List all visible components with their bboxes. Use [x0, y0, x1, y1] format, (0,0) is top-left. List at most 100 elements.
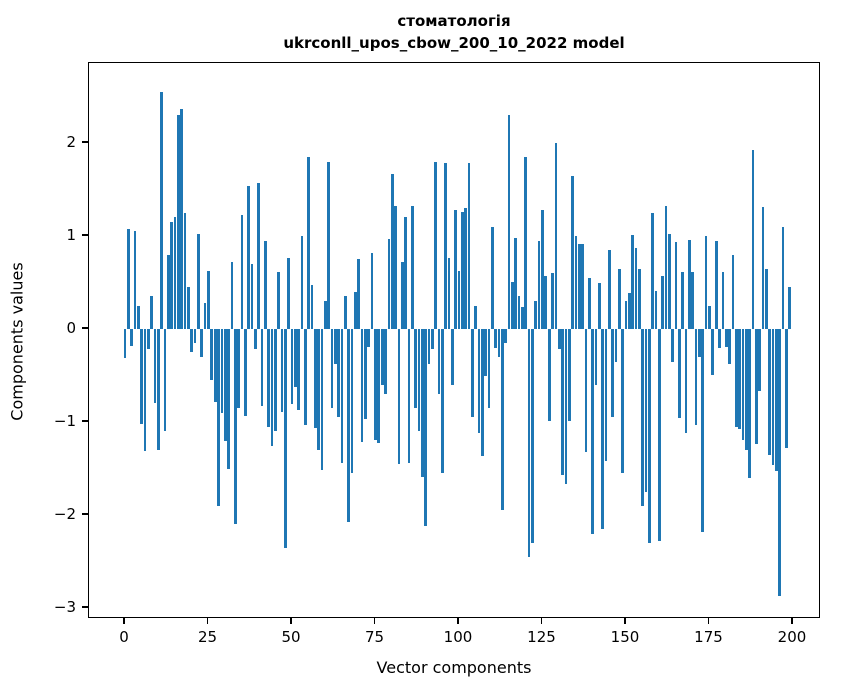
x-tick-label: 200	[777, 628, 807, 646]
bar	[491, 226, 494, 329]
bar	[337, 329, 341, 418]
bar	[574, 236, 578, 329]
x-tick-mark	[791, 618, 793, 624]
bar	[394, 206, 397, 329]
title-line-1: стоматологія	[397, 12, 511, 30]
bar	[143, 329, 147, 451]
x-tick-label: 0	[119, 628, 129, 646]
bar	[601, 329, 604, 529]
bar	[237, 329, 240, 409]
bar	[464, 208, 468, 329]
bar	[210, 329, 214, 381]
bar	[350, 329, 354, 474]
bar	[724, 329, 728, 347]
bar	[661, 275, 665, 329]
bar	[784, 329, 788, 449]
bar	[561, 329, 564, 475]
bar	[297, 329, 301, 410]
bar	[123, 329, 127, 358]
y-tick-mark	[82, 234, 88, 236]
bar	[427, 329, 431, 365]
bar	[340, 329, 344, 463]
bar	[200, 329, 204, 357]
bar	[554, 143, 558, 329]
bar	[287, 258, 290, 329]
bar	[167, 254, 170, 329]
bar	[487, 329, 491, 409]
bar	[270, 329, 274, 447]
bar	[277, 272, 280, 329]
bar	[648, 329, 651, 543]
bar	[220, 329, 224, 413]
bar	[624, 301, 628, 329]
bar	[698, 329, 701, 357]
bar	[230, 262, 234, 329]
bar	[547, 329, 551, 422]
bar	[320, 329, 324, 471]
x-tick-mark	[206, 618, 209, 624]
bar	[504, 329, 508, 343]
bar	[781, 226, 785, 329]
bar	[430, 329, 434, 350]
bar	[531, 329, 534, 543]
x-tick-mark	[373, 618, 376, 624]
bar	[354, 291, 357, 329]
y-tick-mark	[82, 420, 88, 422]
y-tick-label: 1	[66, 226, 76, 244]
bar	[283, 329, 287, 548]
bar	[126, 229, 130, 329]
x-tick-label: 100	[443, 628, 473, 646]
bar	[357, 259, 361, 329]
bar	[788, 287, 791, 329]
bar	[694, 329, 698, 425]
bar	[477, 329, 481, 434]
bar	[207, 271, 210, 329]
bar	[521, 306, 524, 329]
bar	[233, 329, 237, 525]
bar	[367, 329, 371, 347]
bar	[370, 252, 374, 329]
bar	[517, 296, 521, 329]
bar	[537, 240, 541, 329]
bar	[658, 329, 661, 542]
bar	[674, 241, 678, 329]
bar	[434, 161, 437, 329]
bar	[424, 329, 427, 527]
bar	[614, 329, 618, 362]
bar	[160, 91, 164, 329]
bar	[404, 217, 407, 329]
bar	[187, 287, 190, 329]
bar	[571, 175, 574, 329]
bar	[324, 301, 327, 329]
bar	[577, 244, 581, 329]
bar	[494, 329, 498, 348]
bar	[310, 285, 314, 329]
bar	[641, 329, 645, 506]
bar	[681, 272, 685, 329]
bar	[501, 329, 504, 511]
bar	[581, 244, 584, 329]
bar	[714, 240, 718, 329]
bar	[460, 211, 464, 329]
bar	[380, 329, 384, 385]
bar	[634, 248, 638, 329]
bar	[344, 296, 347, 329]
bar	[173, 217, 177, 329]
bar	[417, 329, 421, 432]
bar	[664, 206, 668, 329]
bar	[701, 329, 705, 532]
bar	[250, 263, 254, 329]
y-axis-label: Components values	[7, 262, 27, 421]
bar	[708, 305, 711, 329]
bar	[440, 329, 444, 474]
bar	[240, 214, 244, 329]
bar	[304, 329, 307, 425]
bar	[263, 240, 267, 329]
x-tick-mark	[290, 618, 292, 624]
bar	[147, 329, 150, 350]
bar	[728, 329, 731, 365]
bar	[778, 329, 781, 596]
bar	[267, 329, 270, 427]
bar	[774, 329, 778, 472]
